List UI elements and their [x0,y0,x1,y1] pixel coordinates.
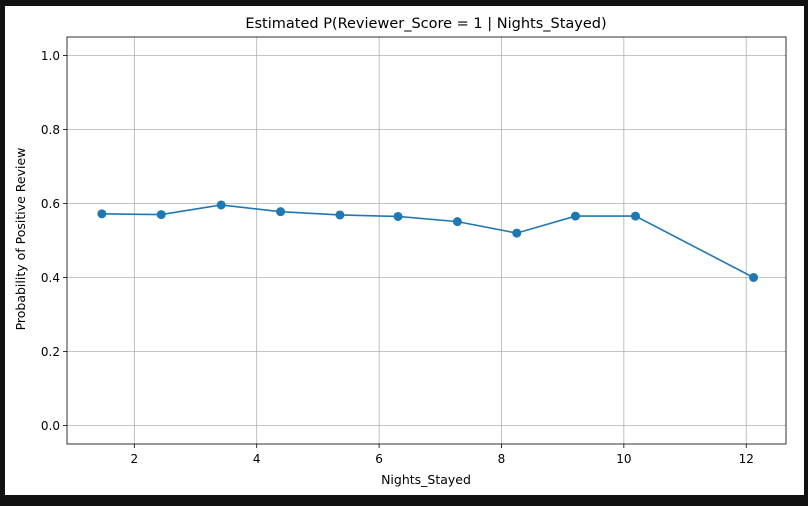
data-point [630,211,640,221]
x-tick-label: 8 [498,452,506,466]
y-tick-label: 0.2 [41,345,60,359]
data-point [571,211,581,221]
chart-title: Estimated P(Reviewer_Score = 1 | Nights_… [245,16,606,32]
data-point [276,207,286,217]
x-tick-label: 6 [375,452,383,466]
data-point [216,200,226,210]
y-tick-label: 0.6 [41,197,60,211]
y-tick-label: 0.8 [41,123,60,137]
plot-frame [66,36,787,445]
y-ticks: 0.0 0.2 0.4 0.6 0.8 1.0 [41,49,67,433]
y-axis-label: Probability of Positive Review [13,148,28,331]
data-point [452,217,462,227]
series-layer [97,200,759,282]
y-tick-label: 0.0 [41,419,60,433]
x-tick-label: 2 [130,452,138,466]
axes [66,36,787,445]
x-ticks: 2 4 6 8 10 12 [130,444,754,466]
data-point [749,273,759,282]
x-tick-label: 12 [739,452,754,466]
x-tick-label: 4 [253,452,261,466]
series-line [101,204,754,279]
data-point [393,211,403,221]
data-point [156,210,166,220]
data-point [512,228,522,238]
data-point [335,210,345,220]
data-point [97,209,107,219]
y-tick-label: 1.0 [41,49,60,63]
y-tick-label: 0.4 [41,271,60,285]
grid-lines [67,37,786,444]
x-axis-label: Nights_Stayed [381,472,471,487]
line-chart: Estimated P(Reviewer_Score = 1 | Nights_… [13,16,787,487]
x-tick-label: 10 [616,452,631,466]
figure-canvas: Estimated P(Reviewer_Score = 1 | Nights_… [5,6,804,495]
